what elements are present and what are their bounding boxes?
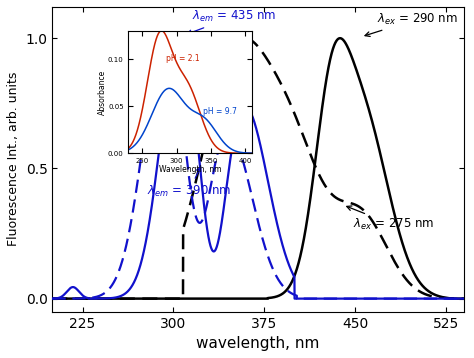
Text: $\lambda_{em}$ = 435 nm: $\lambda_{em}$ = 435 nm (187, 9, 276, 35)
Text: $\lambda_{ex}$ = 275 nm: $\lambda_{ex}$ = 275 nm (347, 206, 434, 232)
Text: $\lambda_{em}$ = 390 nm: $\lambda_{em}$ = 390 nm (147, 167, 231, 199)
Text: $\lambda_{ex}$ = 290 nm: $\lambda_{ex}$ = 290 nm (365, 11, 458, 37)
Y-axis label: Fluorescence Int., arb. units: Fluorescence Int., arb. units (7, 72, 20, 246)
X-axis label: wavelength, nm: wavelength, nm (196, 336, 320, 351)
